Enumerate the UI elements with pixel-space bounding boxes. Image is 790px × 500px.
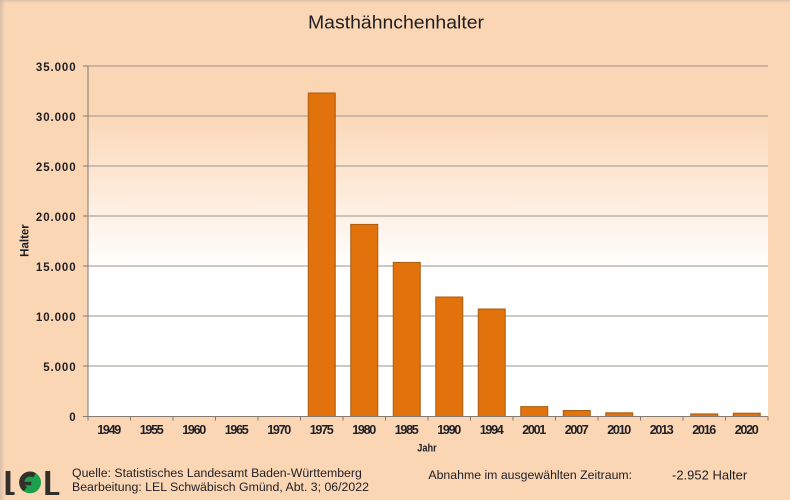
svg-text:20.000: 20.000 xyxy=(36,212,77,224)
svg-text:1965: 1965 xyxy=(225,423,249,437)
svg-text:1949: 1949 xyxy=(97,423,121,437)
svg-text:1994: 1994 xyxy=(480,423,504,437)
svg-text:2016: 2016 xyxy=(692,423,716,437)
svg-text:Bearbeitung: LEL Schwäbisch Gm: Bearbeitung: LEL Schwäbisch Gmünd, Abt. … xyxy=(72,480,369,494)
svg-text:0: 0 xyxy=(69,412,76,424)
svg-text:1960: 1960 xyxy=(182,423,206,437)
svg-text:1980: 1980 xyxy=(352,423,376,437)
svg-text:2013: 2013 xyxy=(650,423,674,437)
svg-text:1955: 1955 xyxy=(140,423,164,437)
svg-text:2020: 2020 xyxy=(735,423,759,437)
svg-text:Quelle: Statistisches Landesam: Quelle: Statistisches Landesamt Baden-Wü… xyxy=(72,466,362,480)
svg-text:2010: 2010 xyxy=(607,423,631,437)
svg-text:1985: 1985 xyxy=(395,423,419,437)
svg-text:2007: 2007 xyxy=(565,423,589,437)
svg-text:1990: 1990 xyxy=(437,423,461,437)
svg-text:1970: 1970 xyxy=(267,423,291,437)
svg-text:2001: 2001 xyxy=(522,423,546,437)
svg-text:1975: 1975 xyxy=(310,423,334,437)
svg-text:5.000: 5.000 xyxy=(43,362,76,374)
svg-text:25.000: 25.000 xyxy=(36,162,77,174)
svg-text:35.000: 35.000 xyxy=(36,62,77,74)
svg-text:30.000: 30.000 xyxy=(36,112,77,124)
svg-text:Masthähnchenhalter: Masthähnchenhalter xyxy=(308,12,484,33)
svg-text:10.000: 10.000 xyxy=(36,312,77,324)
svg-text:-2.952 Halter: -2.952 Halter xyxy=(672,468,748,483)
svg-text:Halter: Halter xyxy=(20,224,32,257)
svg-text:Abnahme im ausgewählten Zeitra: Abnahme im ausgewählten Zeitraum: xyxy=(428,468,632,482)
svg-text:15.000: 15.000 xyxy=(36,262,77,274)
svg-text:Jahr: Jahr xyxy=(417,443,437,455)
